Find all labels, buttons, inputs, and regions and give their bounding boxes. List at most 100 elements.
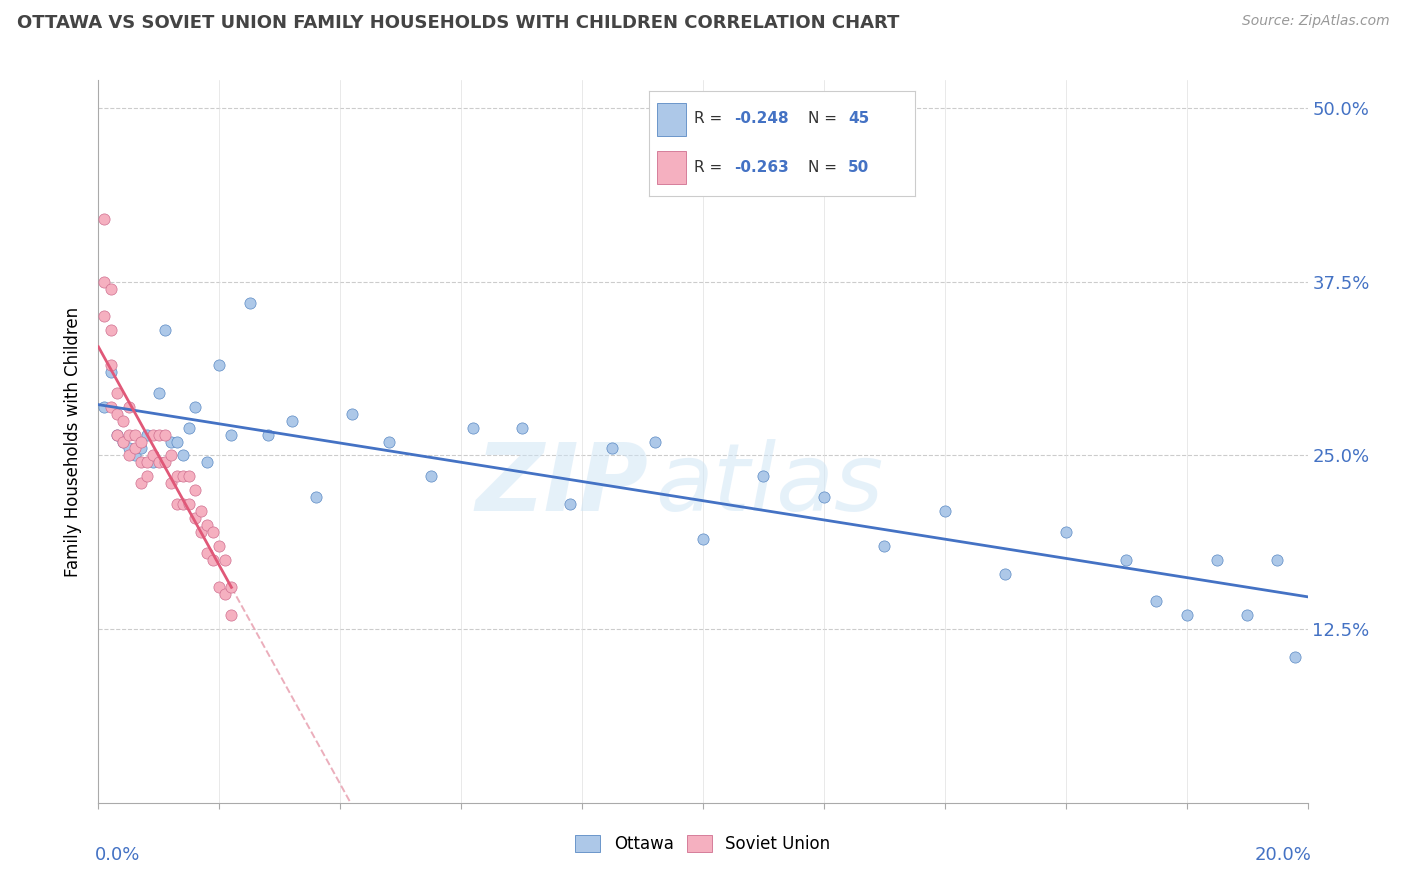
Point xyxy=(148,427,170,442)
Point xyxy=(129,442,152,456)
Point xyxy=(111,434,134,449)
Point xyxy=(1206,552,1229,566)
Point xyxy=(93,400,115,414)
Point xyxy=(190,524,212,539)
Point xyxy=(184,511,207,525)
Point xyxy=(1236,608,1258,623)
Point xyxy=(124,442,146,456)
Point xyxy=(172,469,194,483)
Point xyxy=(93,275,115,289)
Point xyxy=(111,434,134,449)
Point xyxy=(214,552,236,566)
Point xyxy=(160,434,183,449)
Point xyxy=(305,490,328,504)
Point xyxy=(202,524,225,539)
Point xyxy=(1144,594,1167,608)
Point xyxy=(208,581,231,595)
Point xyxy=(105,427,128,442)
Point xyxy=(105,385,128,400)
Point xyxy=(602,442,624,456)
Point xyxy=(100,358,122,372)
Point xyxy=(179,469,201,483)
Point xyxy=(1284,649,1306,664)
Point xyxy=(208,358,231,372)
Point xyxy=(160,449,183,463)
Point xyxy=(129,476,152,491)
Point xyxy=(153,427,176,442)
Text: ZIP: ZIP xyxy=(475,439,648,531)
Point xyxy=(195,517,218,532)
Point xyxy=(256,427,278,442)
Point xyxy=(239,295,262,310)
Point xyxy=(221,608,243,623)
Text: atlas: atlas xyxy=(655,440,883,531)
Point xyxy=(172,449,194,463)
Point xyxy=(153,323,176,337)
Point xyxy=(93,212,115,227)
Point xyxy=(148,455,170,469)
Point xyxy=(100,400,122,414)
Point xyxy=(111,414,134,428)
Point xyxy=(172,497,194,511)
Point xyxy=(1267,552,1289,566)
Point xyxy=(166,497,188,511)
Point xyxy=(118,442,141,456)
Point xyxy=(342,407,364,421)
Point xyxy=(100,365,122,379)
Point xyxy=(118,449,141,463)
Point xyxy=(179,420,201,434)
Point xyxy=(118,400,141,414)
Text: 0.0%: 0.0% xyxy=(94,847,141,864)
Point xyxy=(124,449,146,463)
Point xyxy=(135,469,157,483)
Point xyxy=(1175,608,1198,623)
Point xyxy=(558,497,581,511)
Point xyxy=(463,420,485,434)
Point xyxy=(190,504,212,518)
Point xyxy=(100,323,122,337)
Point xyxy=(1115,552,1137,566)
Point xyxy=(221,427,243,442)
Point xyxy=(135,427,157,442)
Text: Source: ZipAtlas.com: Source: ZipAtlas.com xyxy=(1241,14,1389,29)
Point xyxy=(195,546,218,560)
Point xyxy=(142,449,165,463)
Point xyxy=(179,497,201,511)
Point xyxy=(142,427,165,442)
Text: OTTAWA VS SOVIET UNION FAMILY HOUSEHOLDS WITH CHILDREN CORRELATION CHART: OTTAWA VS SOVIET UNION FAMILY HOUSEHOLDS… xyxy=(17,14,900,32)
Point xyxy=(195,455,218,469)
Point xyxy=(93,310,115,324)
Point xyxy=(118,427,141,442)
Point xyxy=(105,407,128,421)
Y-axis label: Family Households with Children: Family Households with Children xyxy=(65,307,83,576)
Point xyxy=(692,532,714,546)
Point xyxy=(208,539,231,553)
Point xyxy=(202,552,225,566)
Point xyxy=(214,587,236,601)
Text: 20.0%: 20.0% xyxy=(1254,847,1312,864)
Point xyxy=(377,434,399,449)
Point xyxy=(752,469,775,483)
Point xyxy=(124,427,146,442)
Point xyxy=(129,455,152,469)
Point xyxy=(153,455,176,469)
Point xyxy=(184,483,207,498)
Point xyxy=(148,385,170,400)
Point xyxy=(644,434,666,449)
Point xyxy=(934,504,956,518)
Point xyxy=(221,581,243,595)
Point xyxy=(142,455,165,469)
Point xyxy=(105,427,128,442)
Point xyxy=(160,476,183,491)
Point xyxy=(813,490,835,504)
Point xyxy=(166,434,188,449)
Point xyxy=(184,400,207,414)
Point xyxy=(510,420,533,434)
Point xyxy=(129,434,152,449)
Point xyxy=(166,469,188,483)
Point xyxy=(281,414,304,428)
Legend: Ottawa, Soviet Union: Ottawa, Soviet Union xyxy=(569,828,837,860)
Point xyxy=(994,566,1017,581)
Point xyxy=(420,469,443,483)
Point xyxy=(1054,524,1077,539)
